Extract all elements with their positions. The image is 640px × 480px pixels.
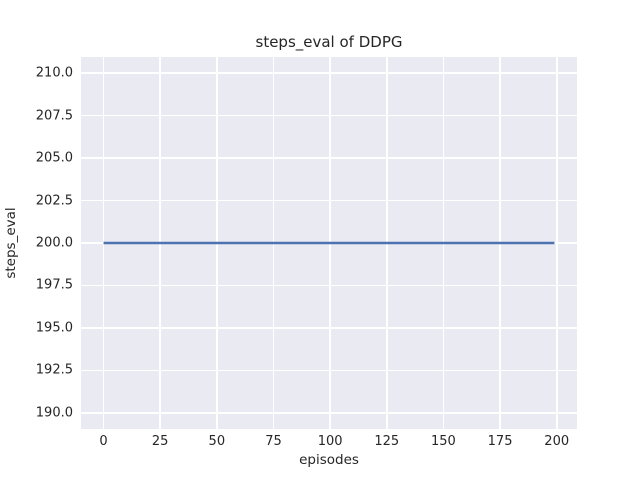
chart-title: steps_eval of DDPG <box>255 33 403 51</box>
gridline-horizontal <box>81 284 577 287</box>
x-tick-label: 25 <box>151 434 169 449</box>
gridline-horizontal <box>81 412 577 414</box>
x-tick-label: 100 <box>317 434 343 449</box>
y-tick-label: 202.5 <box>35 193 73 209</box>
y-tick-label: 195.0 <box>35 320 73 336</box>
plot-area <box>81 57 577 429</box>
y-tick-label: 207.5 <box>35 108 73 124</box>
gridline-horizontal <box>81 157 577 159</box>
x-tick-label: 75 <box>265 434 282 449</box>
gridline-horizontal <box>81 199 577 202</box>
y-tick-label: 192.5 <box>35 362 73 378</box>
x-tick-label: 0 <box>99 434 108 449</box>
gridline-horizontal <box>81 369 577 372</box>
x-tick-label: 125 <box>374 434 400 449</box>
y-tick-label: 200.0 <box>35 235 73 251</box>
gridline-horizontal <box>81 72 577 74</box>
x-axis-label: episodes <box>299 452 359 468</box>
x-tick-label: 150 <box>431 434 456 449</box>
y-tick-label: 210.0 <box>35 65 73 81</box>
y-tick-label: 197.5 <box>35 277 73 293</box>
gridline-horizontal <box>81 114 577 117</box>
gridline-horizontal <box>81 327 577 329</box>
x-tick-label: 50 <box>208 434 226 449</box>
x-tick-label: 200 <box>544 434 570 449</box>
y-tick-label: 205.0 <box>35 150 73 166</box>
y-tick-label: 190.0 <box>35 405 73 421</box>
x-tick-label: 175 <box>487 434 513 449</box>
series-layer <box>103 241 555 245</box>
